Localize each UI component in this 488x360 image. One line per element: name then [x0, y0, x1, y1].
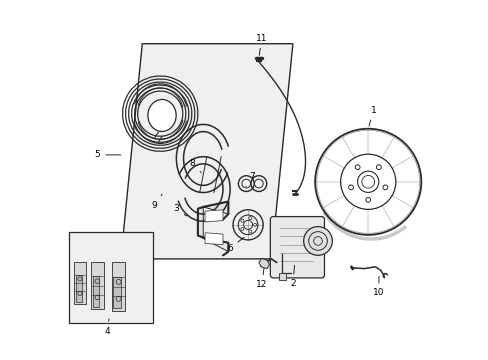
Bar — [113, 277, 121, 309]
Text: 1: 1 — [368, 105, 376, 126]
Text: 10: 10 — [372, 276, 384, 297]
Bar — [278, 273, 285, 280]
Polygon shape — [121, 44, 292, 259]
Bar — [74, 262, 85, 304]
Text: 12: 12 — [256, 267, 267, 289]
Bar — [91, 262, 103, 309]
Bar — [75, 275, 81, 302]
Ellipse shape — [147, 99, 176, 131]
Polygon shape — [198, 202, 228, 252]
Bar — [112, 262, 125, 311]
FancyBboxPatch shape — [270, 217, 324, 278]
Text: 6: 6 — [227, 237, 244, 253]
Bar — [92, 276, 99, 307]
Text: 8: 8 — [189, 159, 201, 173]
Text: 5: 5 — [94, 150, 121, 159]
Polygon shape — [204, 233, 223, 244]
Text: 3: 3 — [173, 204, 186, 216]
Text: 7: 7 — [245, 172, 254, 186]
Text: 9: 9 — [151, 194, 162, 210]
Text: 4: 4 — [104, 319, 110, 336]
Polygon shape — [204, 210, 223, 222]
Text: 11: 11 — [255, 34, 267, 55]
Circle shape — [303, 226, 332, 255]
Bar — [69, 232, 153, 323]
Polygon shape — [258, 258, 269, 269]
Text: 2: 2 — [289, 265, 295, 288]
